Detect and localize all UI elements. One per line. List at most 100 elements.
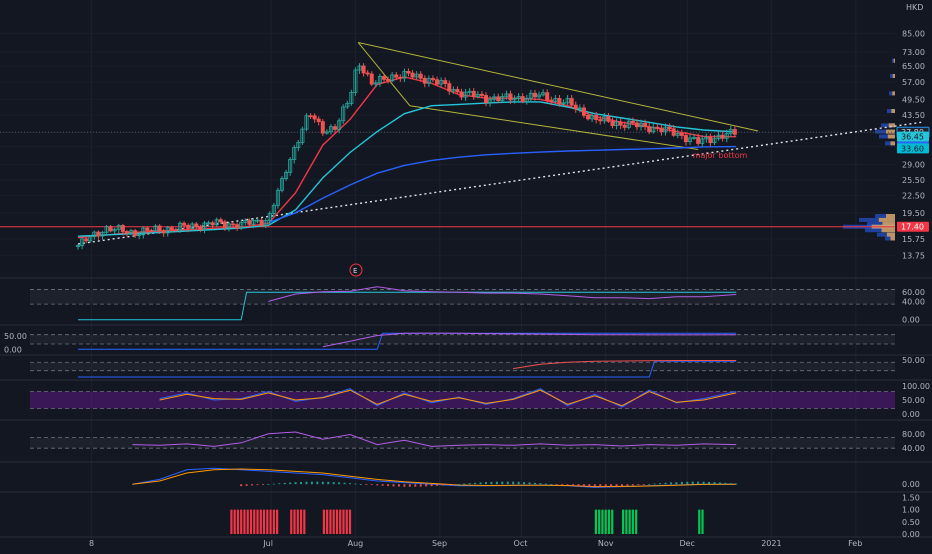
macd-hist-bar — [349, 483, 351, 485]
price-tick-label: 25.50 — [902, 176, 925, 185]
signal-bar — [236, 509, 240, 534]
candle-body — [345, 103, 350, 108]
panel-line-0 — [78, 332, 737, 350]
macd-hist-bar — [735, 483, 738, 485]
candle-body — [206, 222, 211, 225]
candle-body — [353, 69, 358, 93]
macd-hist-bar — [430, 484, 433, 487]
time-tick-label: Sep — [432, 539, 447, 548]
macd-hist-bar — [517, 481, 520, 485]
candle-body — [402, 71, 407, 79]
price-tick-label: 22.50 — [902, 191, 925, 200]
candle-body — [116, 225, 121, 230]
candle-body — [271, 204, 276, 214]
macd-hist-bar — [621, 484, 623, 487]
macd-hist-bar — [403, 484, 406, 487]
macd-hist-bar — [256, 484, 259, 486]
candle-body — [275, 189, 280, 206]
candle-body — [447, 83, 452, 92]
candle-body — [732, 129, 737, 135]
candle-body — [500, 95, 505, 102]
macd-hist-bar — [577, 484, 580, 487]
signal-bar — [601, 509, 604, 534]
candle-body — [377, 76, 382, 84]
macd-hist-bar — [359, 484, 362, 485]
panel-osc-3 — [30, 360, 895, 378]
candle-body — [161, 230, 166, 234]
candle-body — [133, 230, 138, 236]
candle-body — [700, 138, 705, 144]
candle-body — [386, 78, 391, 82]
profile-bar — [892, 58, 895, 63]
macd-hist-bar — [387, 484, 390, 487]
candle-body — [630, 120, 635, 124]
macd-hist-bar — [338, 482, 341, 485]
candle-body — [581, 107, 586, 116]
candle-body — [410, 72, 415, 78]
signal-bar — [233, 509, 236, 534]
price-badge-bg — [897, 131, 929, 142]
macd-hist-bar — [392, 484, 395, 487]
macd-hist-bar — [397, 484, 400, 487]
signal-bar — [322, 509, 325, 534]
candle-body — [463, 91, 468, 98]
profile-bar — [885, 236, 895, 241]
signal-bar — [339, 509, 342, 534]
candle-body — [324, 131, 329, 134]
panel-line-0 — [78, 360, 737, 378]
time-axis[interactable]: 8 Jul Aug Sep Oct Nov Dec 2021 Feb — [89, 539, 862, 548]
panel-line-1 — [268, 286, 737, 302]
signal-bar — [611, 509, 614, 534]
candle-body — [394, 74, 399, 78]
panel-band — [30, 362, 895, 371]
macd-hist-bar — [664, 482, 667, 485]
panel-band — [30, 334, 895, 344]
signal-bar — [296, 509, 299, 534]
candle-body — [92, 231, 97, 237]
macd-hist-bar — [724, 482, 727, 485]
candle-body — [296, 142, 301, 148]
panel-tick-label: 0.00 — [4, 345, 22, 354]
macd-hist-bar — [441, 484, 444, 486]
panel-stoch — [30, 388, 895, 409]
macd-hist-bar — [686, 481, 689, 485]
macd-hist-bar — [528, 482, 531, 485]
panel-line-1 — [322, 332, 737, 348]
candle-body — [471, 90, 476, 98]
macd-hist-bar — [604, 484, 607, 487]
candle-body — [659, 127, 664, 133]
price-axis[interactable]: HKD85.0073.0065.0057.0049.5043.5037.8033… — [4, 3, 930, 539]
candle-body — [545, 92, 550, 101]
profile-bar-up — [881, 228, 895, 233]
candle-body — [569, 98, 574, 106]
signal-bar — [253, 509, 256, 534]
profile-bar — [859, 217, 895, 222]
candle-body — [516, 96, 521, 99]
panel-line-1 — [159, 389, 737, 407]
candle-body — [683, 135, 688, 143]
panel-tick-label: 60.00 — [902, 288, 925, 297]
macd-hist-bar — [463, 483, 466, 485]
macd-hist-bar — [626, 484, 629, 486]
candle-body — [541, 92, 546, 96]
macd-hist-bar — [251, 484, 254, 486]
profile-bar-up — [888, 123, 895, 128]
macd-hist-bar — [572, 484, 575, 486]
macd-hist-bar — [310, 481, 313, 485]
candle-body — [577, 107, 582, 110]
macd-hist-bar — [300, 481, 303, 485]
macd-hist-bar — [729, 483, 732, 485]
price-badge-label: 17.40 — [901, 223, 924, 232]
candle-body — [243, 220, 248, 223]
macd-hist-bar — [615, 484, 618, 487]
candle-body — [341, 106, 346, 122]
candle-body — [100, 231, 105, 237]
panel-line-1 — [513, 360, 737, 370]
macd-hist-bar — [474, 482, 477, 485]
macd-hist-bar — [278, 483, 281, 485]
candle-body — [671, 128, 676, 136]
price-badge: 36.45 — [897, 131, 929, 142]
candle-body — [153, 225, 158, 231]
panel-band — [30, 289, 895, 305]
